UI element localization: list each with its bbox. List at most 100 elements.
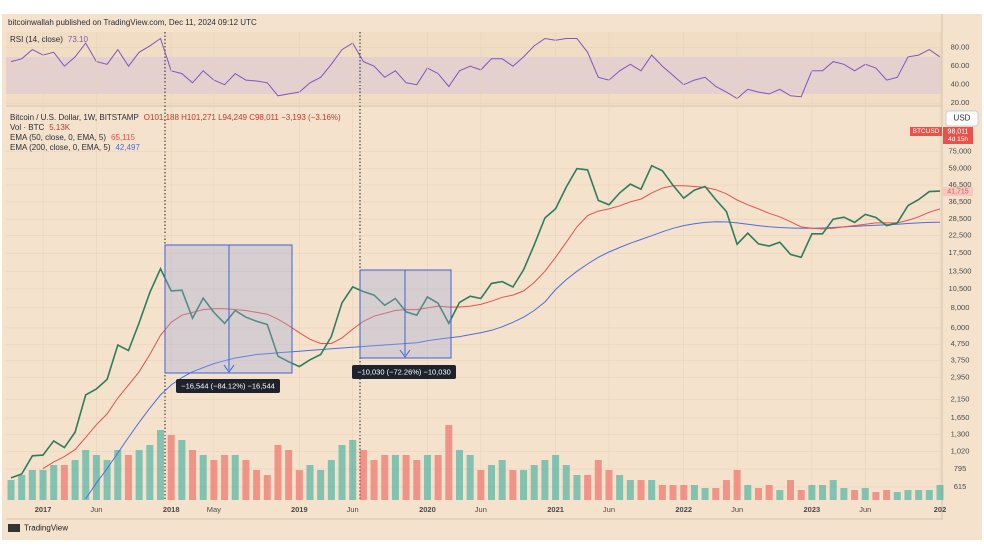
y-tick-label: 1,020 bbox=[951, 447, 970, 456]
volume-bar bbox=[189, 450, 197, 500]
volume-bar bbox=[338, 445, 346, 500]
volume-bar bbox=[349, 440, 357, 500]
volume-bar bbox=[594, 460, 602, 500]
volume-bar bbox=[765, 485, 773, 500]
volume-bar bbox=[573, 475, 581, 500]
volume-bar bbox=[787, 480, 795, 500]
volume-bar bbox=[7, 480, 15, 500]
volume-bar bbox=[359, 450, 367, 500]
volume-bar bbox=[626, 480, 634, 500]
volume-bar bbox=[82, 450, 90, 500]
volume-bar bbox=[381, 455, 389, 500]
volume-bar bbox=[60, 465, 68, 500]
volume-bar bbox=[925, 490, 933, 500]
volume-bar bbox=[701, 488, 709, 500]
measure-label-box bbox=[176, 379, 280, 393]
volume-bar bbox=[637, 480, 645, 500]
y-tick-label: 60.00 bbox=[951, 61, 970, 70]
y-tick-label: 795 bbox=[954, 464, 967, 473]
volume-bar bbox=[167, 435, 175, 500]
measure-arrowhead bbox=[399, 349, 411, 358]
volume-bar bbox=[402, 455, 410, 500]
rsi-band bbox=[6, 57, 942, 94]
volume-legend: Vol · BTC 5.13K bbox=[10, 123, 71, 132]
volume-bar bbox=[285, 450, 293, 500]
series-line bbox=[10, 164, 941, 479]
y-tick-label: 80.00 bbox=[951, 43, 970, 52]
volume-bar bbox=[92, 455, 100, 500]
x-tick-label: 2023 bbox=[804, 505, 821, 514]
x-tick-label: Jun bbox=[603, 505, 615, 514]
volume-bar bbox=[466, 455, 474, 500]
rsi-value: 73.10 bbox=[68, 35, 89, 44]
y-tick-label: 10,500 bbox=[949, 284, 972, 293]
x-tick-label: Jun bbox=[859, 505, 871, 514]
x-tick-label: Jun bbox=[347, 505, 359, 514]
volume-bar bbox=[445, 425, 453, 500]
volume-bar bbox=[712, 488, 720, 500]
volume-bar bbox=[883, 490, 891, 500]
volume-bar bbox=[819, 485, 827, 500]
volume-bar bbox=[893, 492, 901, 500]
x-tick-label: 2022 bbox=[675, 505, 692, 514]
volume-bar bbox=[124, 455, 132, 500]
volume-bar bbox=[231, 455, 239, 500]
x-tick-label: 2020 bbox=[419, 505, 436, 514]
main-legend: Bitcoin / U.S. Dollar, 1W, BITSTAMP O101,… bbox=[10, 113, 341, 122]
volume-bar bbox=[562, 465, 570, 500]
y-tick-label: 59,000 bbox=[949, 163, 972, 172]
volume-bar bbox=[541, 460, 549, 500]
symbol-tag-box bbox=[910, 127, 942, 136]
measure-label: −16,544 (−84.12%) −16,544 bbox=[181, 381, 275, 390]
volume-bar bbox=[861, 488, 869, 500]
x-tick-label: Jun bbox=[475, 505, 487, 514]
series-line bbox=[42, 185, 941, 470]
last-price: 98,011 bbox=[948, 128, 969, 135]
volume-bar bbox=[327, 460, 335, 500]
volume-bar bbox=[242, 460, 250, 500]
x-tick-label: 2021 bbox=[547, 505, 564, 514]
volume-bar bbox=[434, 455, 442, 500]
volume-bar bbox=[552, 455, 560, 500]
y-tick-label: 46,500 bbox=[949, 180, 972, 189]
volume-bar bbox=[221, 455, 229, 500]
volume-bar bbox=[530, 465, 538, 500]
x-tick-label: May bbox=[207, 505, 221, 514]
volume-bar bbox=[498, 460, 506, 500]
currency-button[interactable] bbox=[945, 110, 979, 127]
countdown: 4d 15h bbox=[948, 136, 968, 143]
logo-text: TradingView bbox=[24, 524, 68, 533]
volume-bar bbox=[199, 455, 207, 500]
y-tick-label: 28,500 bbox=[949, 214, 972, 223]
currency[interactable]: USD bbox=[954, 114, 971, 123]
volume-bar bbox=[754, 488, 762, 500]
volume-bar bbox=[808, 485, 816, 500]
x-tick-label: 2018 bbox=[163, 505, 180, 514]
series-line bbox=[85, 221, 941, 499]
volume-bar bbox=[776, 490, 784, 500]
rsi-title: RSI (14, close) bbox=[10, 35, 63, 44]
y-tick-label: 1,650 bbox=[951, 413, 970, 422]
y-tick-label: 40.00 bbox=[951, 80, 970, 89]
volume-bar bbox=[509, 470, 517, 500]
volume-bar bbox=[156, 430, 164, 500]
volume-bar bbox=[114, 450, 122, 500]
volume-bar bbox=[253, 470, 261, 500]
legend-value: 5.13K bbox=[49, 123, 71, 132]
volume-bar bbox=[488, 465, 496, 500]
volume-bar bbox=[455, 450, 463, 500]
y-tick-label: 75,000 bbox=[949, 147, 972, 156]
y-tick-label: 1,300 bbox=[951, 430, 970, 439]
x-tick-label: Jun bbox=[731, 505, 743, 514]
volume-bar bbox=[146, 445, 154, 500]
volume-bar bbox=[680, 485, 688, 500]
y-tick-label: 3,750 bbox=[951, 356, 970, 365]
volume-bar bbox=[423, 455, 431, 500]
volume-bar bbox=[669, 485, 677, 500]
volume-bar bbox=[829, 480, 837, 500]
legend-name: EMA (50, close, 0, EMA, 5) bbox=[10, 133, 106, 142]
volume-bar bbox=[904, 490, 912, 500]
y-tick-label: 13,500 bbox=[949, 266, 972, 275]
volume-bar bbox=[744, 485, 752, 500]
